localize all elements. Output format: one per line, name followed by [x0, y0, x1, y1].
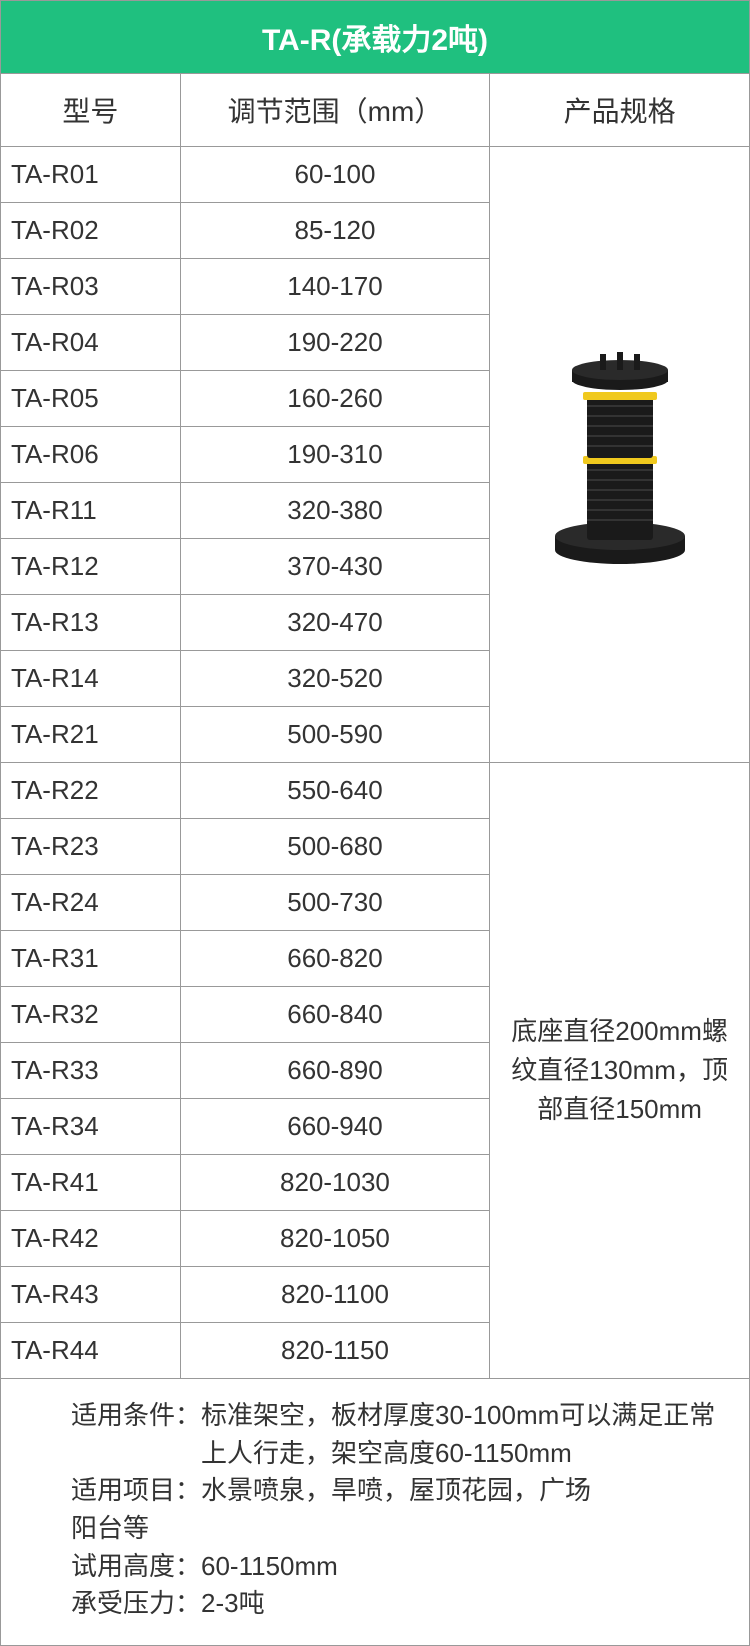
- range-cell: 820-1150: [180, 1323, 490, 1379]
- footer-line-projects-cont: 阳台等: [71, 1510, 729, 1548]
- model-cell: TA-R04: [1, 315, 181, 371]
- footer-line-height: 试用高度： 60-1150mm: [71, 1548, 729, 1586]
- model-cell: TA-R33: [1, 1043, 181, 1099]
- model-cell: TA-R14: [1, 651, 181, 707]
- range-cell: 500-590: [180, 707, 490, 763]
- range-cell: 190-220: [180, 315, 490, 371]
- footer-row: 适用条件： 标准架空，板材厚度30-100mm可以满足正常上人行走，架空高度60…: [1, 1379, 750, 1646]
- model-cell: TA-R44: [1, 1323, 181, 1379]
- range-cell: 820-1030: [180, 1155, 490, 1211]
- model-cell: TA-R13: [1, 595, 181, 651]
- model-cell: TA-R01: [1, 147, 181, 203]
- footer-label: 适用项目：: [71, 1472, 201, 1510]
- spec-text-cell: 底座直径200mm螺纹直径130mm，顶部直径150mm: [490, 763, 750, 1379]
- model-cell: TA-R12: [1, 539, 181, 595]
- range-cell: 60-100: [180, 147, 490, 203]
- range-cell: 550-640: [180, 763, 490, 819]
- range-cell: 190-310: [180, 427, 490, 483]
- range-cell: 660-820: [180, 931, 490, 987]
- header-row: 型号 调节范围（mm） 产品规格: [1, 74, 750, 147]
- range-cell: 500-730: [180, 875, 490, 931]
- footer-line-conditions: 适用条件： 标准架空，板材厚度30-100mm可以满足正常上人行走，架空高度60…: [71, 1397, 729, 1472]
- product-image-cell: [490, 147, 750, 763]
- title-row: TA-R(承载力2吨): [1, 1, 750, 74]
- model-cell: TA-R02: [1, 203, 181, 259]
- range-cell: 140-170: [180, 259, 490, 315]
- range-cell: 160-260: [180, 371, 490, 427]
- range-cell: 660-940: [180, 1099, 490, 1155]
- spec-table: TA-R(承载力2吨) 型号 调节范围（mm） 产品规格 TA-R01 60-1…: [0, 0, 750, 1646]
- range-cell: 320-470: [180, 595, 490, 651]
- model-cell: TA-R41: [1, 1155, 181, 1211]
- model-cell: TA-R42: [1, 1211, 181, 1267]
- range-cell: 820-1100: [180, 1267, 490, 1323]
- footer-value: 标准架空，板材厚度30-100mm可以满足正常上人行走，架空高度60-1150m…: [201, 1397, 729, 1472]
- range-cell: 660-890: [180, 1043, 490, 1099]
- model-cell: TA-R06: [1, 427, 181, 483]
- model-cell: TA-R23: [1, 819, 181, 875]
- range-cell: 660-840: [180, 987, 490, 1043]
- footer-line-load: 承受压力： 2-3吨: [71, 1585, 729, 1623]
- range-cell: 500-680: [180, 819, 490, 875]
- model-cell: TA-R31: [1, 931, 181, 987]
- model-cell: TA-R21: [1, 707, 181, 763]
- model-cell: TA-R11: [1, 483, 181, 539]
- footer-cell: 适用条件： 标准架空，板材厚度30-100mm可以满足正常上人行走，架空高度60…: [1, 1379, 750, 1646]
- col-range: 调节范围（mm）: [180, 74, 490, 147]
- model-cell: TA-R32: [1, 987, 181, 1043]
- table-title: TA-R(承载力2吨): [1, 1, 750, 74]
- footer-value: 2-3吨: [201, 1585, 729, 1623]
- footer-value: 水景喷泉，旱喷，屋顶花园，广场: [201, 1472, 729, 1510]
- footer-label: 试用高度：: [71, 1548, 201, 1586]
- model-cell: TA-R22: [1, 763, 181, 819]
- model-cell: TA-R43: [1, 1267, 181, 1323]
- table-row: TA-R01 60-100: [1, 147, 750, 203]
- pedestal-support-icon: [545, 340, 695, 570]
- table-row: TA-R22 550-640 底座直径200mm螺纹直径130mm，顶部直径15…: [1, 763, 750, 819]
- col-model: 型号: [1, 74, 181, 147]
- footer-label: 承受压力：: [71, 1585, 201, 1623]
- footer-line-projects: 适用项目： 水景喷泉，旱喷，屋顶花园，广场: [71, 1472, 729, 1510]
- model-cell: TA-R03: [1, 259, 181, 315]
- range-cell: 370-430: [180, 539, 490, 595]
- model-cell: TA-R34: [1, 1099, 181, 1155]
- range-cell: 820-1050: [180, 1211, 490, 1267]
- model-cell: TA-R05: [1, 371, 181, 427]
- range-cell: 320-520: [180, 651, 490, 707]
- range-cell: 320-380: [180, 483, 490, 539]
- footer-value: 60-1150mm: [201, 1548, 729, 1586]
- col-spec: 产品规格: [490, 74, 750, 147]
- range-cell: 85-120: [180, 203, 490, 259]
- footer-label: 适用条件：: [71, 1397, 201, 1435]
- footer-block: 适用条件： 标准架空，板材厚度30-100mm可以满足正常上人行走，架空高度60…: [21, 1397, 729, 1623]
- model-cell: TA-R24: [1, 875, 181, 931]
